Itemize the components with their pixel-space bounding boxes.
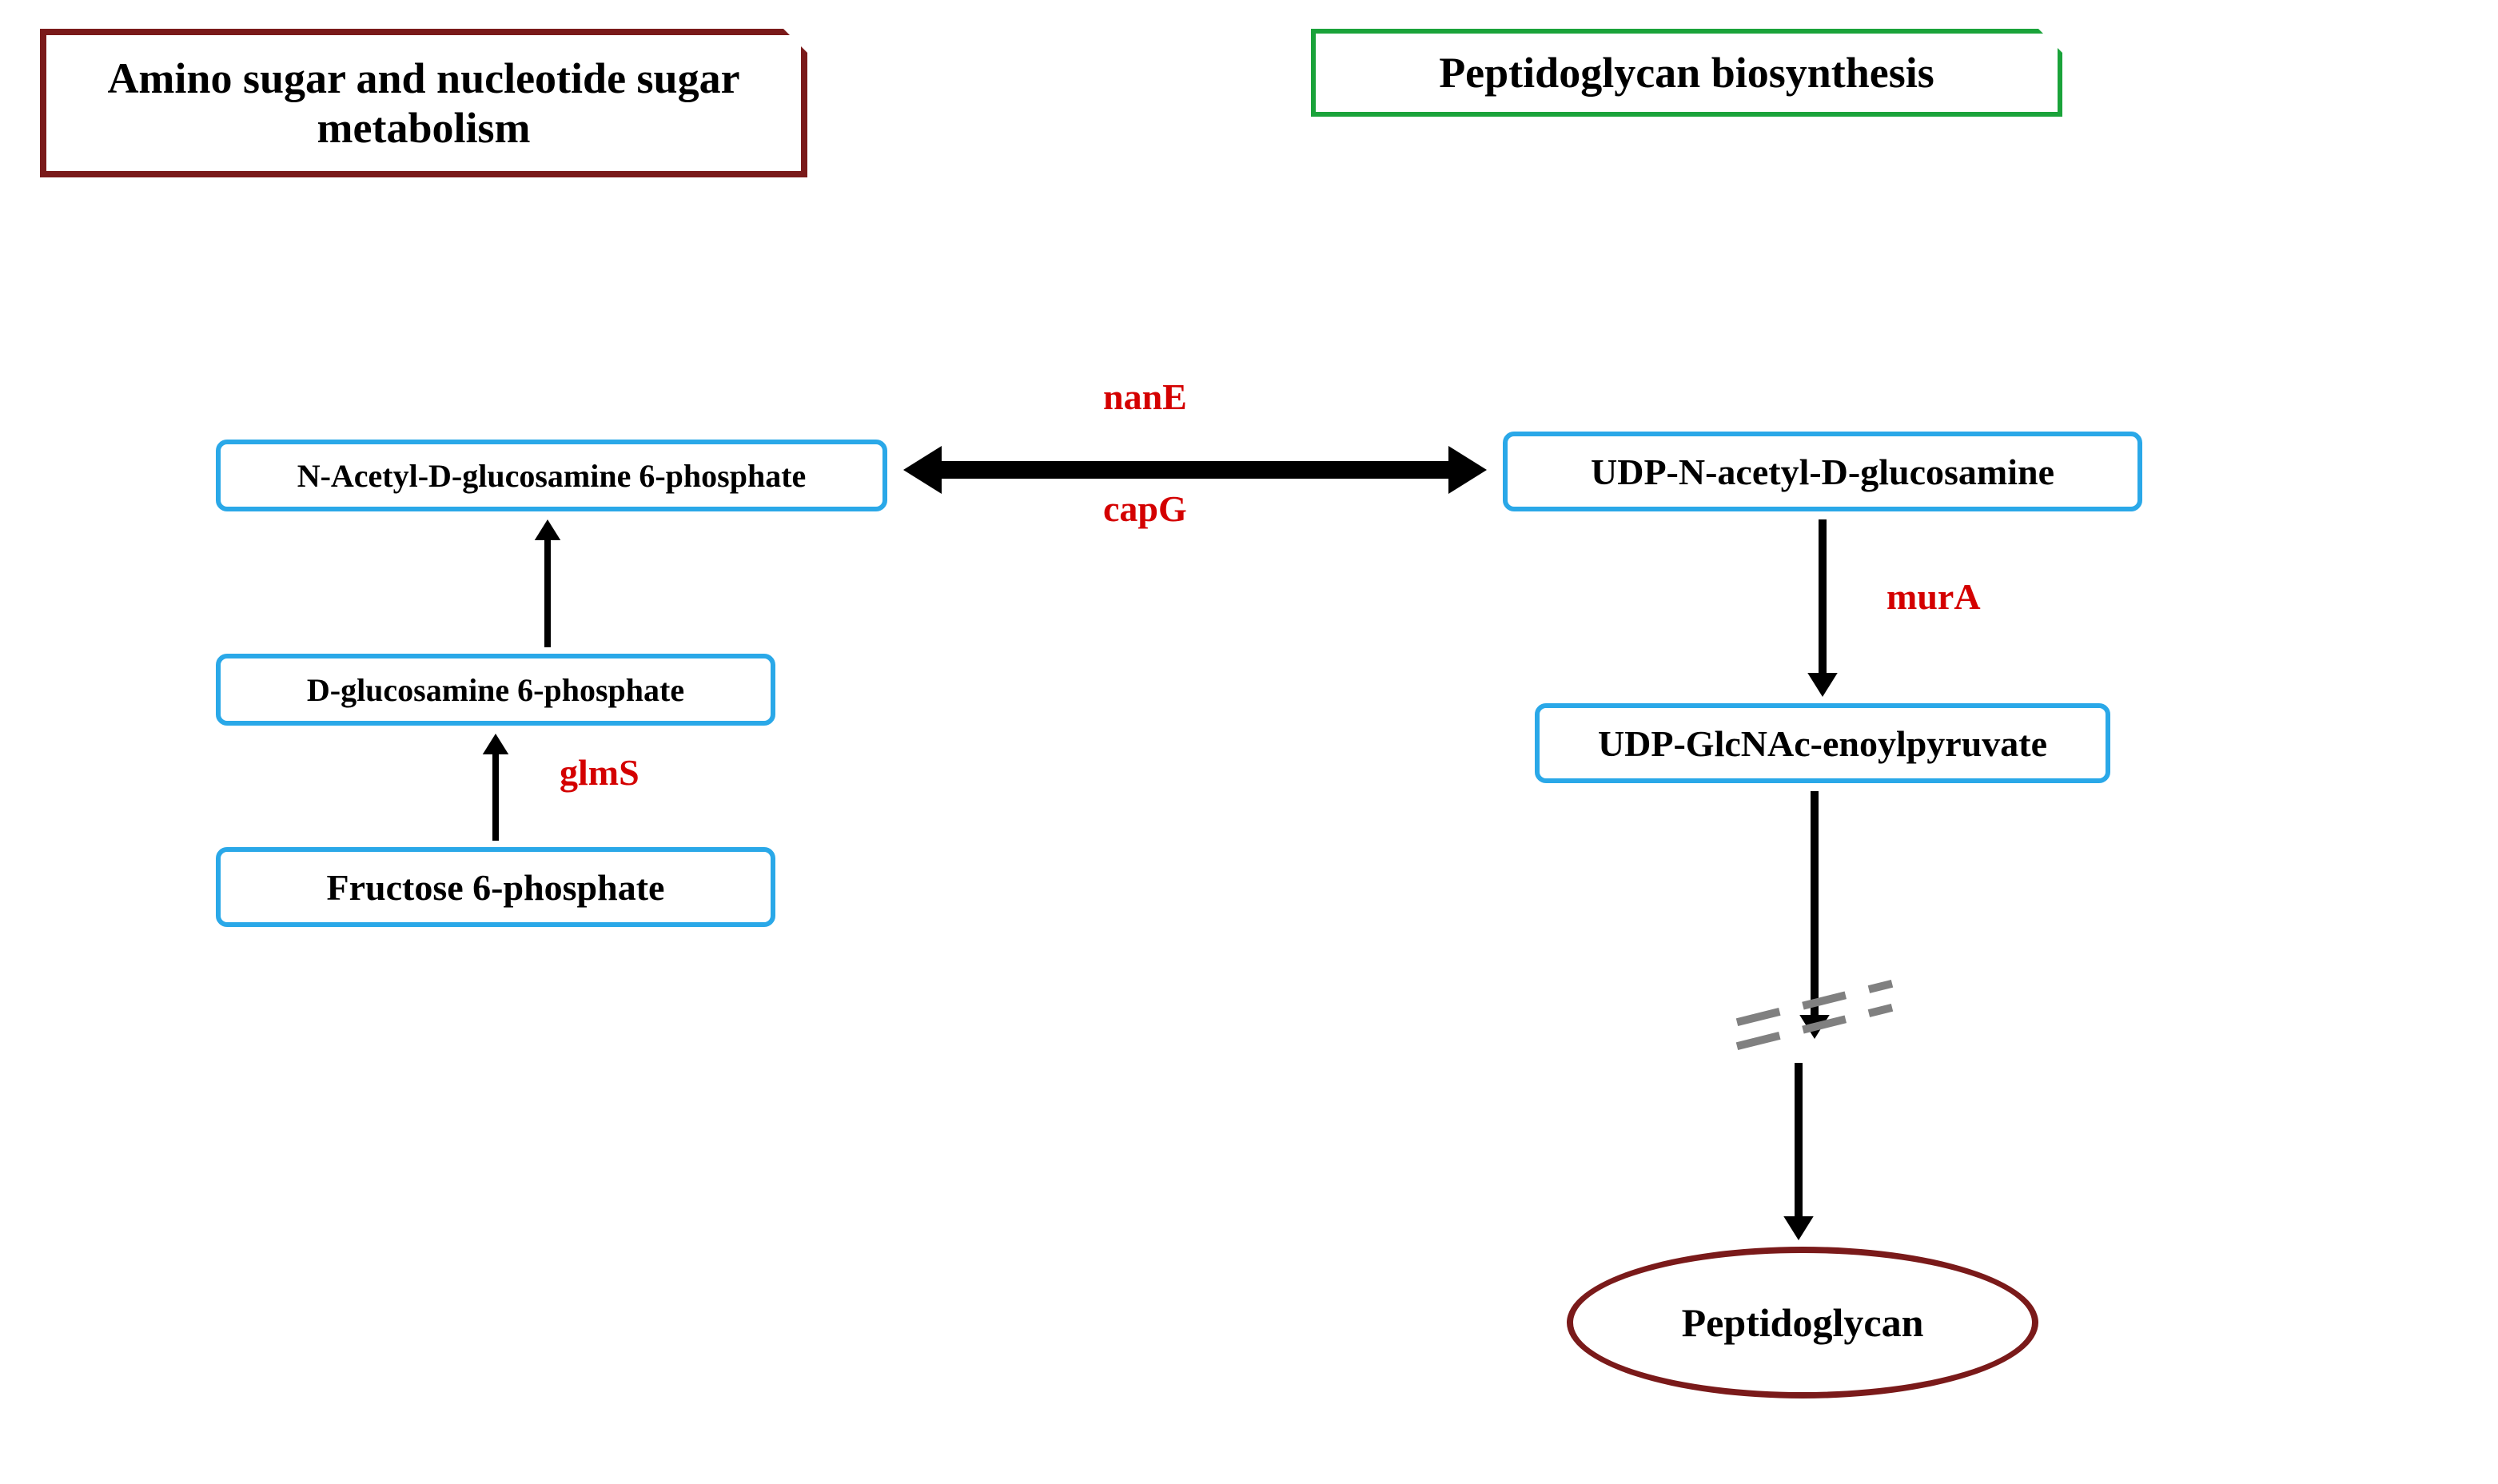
node-nag6p-label: N-Acetyl-D-glucosamine 6-phosphate: [297, 457, 807, 495]
diagram-root: Amino sugar and nucleotide sugar metabol…: [0, 0, 2498, 1484]
node-dglucosamine6p-label: D-glucosamine 6-phosphate: [307, 671, 684, 709]
header-amino-sugar-label: Amino sugar and nucleotide sugar metabol…: [46, 54, 801, 153]
node-udp-enol-label: UDP-GlcNAc-enoylpyruvate: [1598, 722, 2047, 765]
node-udp-nag-label: UDP-N-acetyl-D-glucosamine: [1591, 451, 2054, 493]
gene-label-murA: murA: [1886, 575, 1981, 618]
gene-label-capG: capG: [1103, 487, 1187, 530]
node-dglucosamine6p: D-glucosamine 6-phosphate: [216, 654, 775, 726]
node-udp-glcnac-enoylpyruvate: UDP-GlcNAc-enoylpyruvate: [1535, 703, 2110, 783]
node-udp-n-acetyl-d-glucosamine: UDP-N-acetyl-D-glucosamine: [1503, 432, 2142, 511]
gene-label-nanE: nanE: [1103, 376, 1187, 418]
header-peptidoglycan-biosynth-label: Peptidoglycan biosynthesis: [1439, 48, 1934, 97]
node-fructose6p-label: Fructose 6-phosphate: [327, 866, 665, 909]
node-peptidoglycan: Peptidoglycan: [1567, 1247, 2038, 1398]
header-amino-sugar: Amino sugar and nucleotide sugar metabol…: [40, 29, 807, 177]
arrows-layer: [0, 0, 2498, 1484]
header-peptidoglycan-biosynth: Peptidoglycan biosynthesis: [1311, 29, 2062, 117]
node-peptidoglycan-label: Peptidoglycan: [1682, 1299, 1924, 1346]
node-nag6p: N-Acetyl-D-glucosamine 6-phosphate: [216, 440, 887, 511]
node-fructose6p: Fructose 6-phosphate: [216, 847, 775, 927]
gene-label-glmS: glmS: [560, 751, 639, 794]
